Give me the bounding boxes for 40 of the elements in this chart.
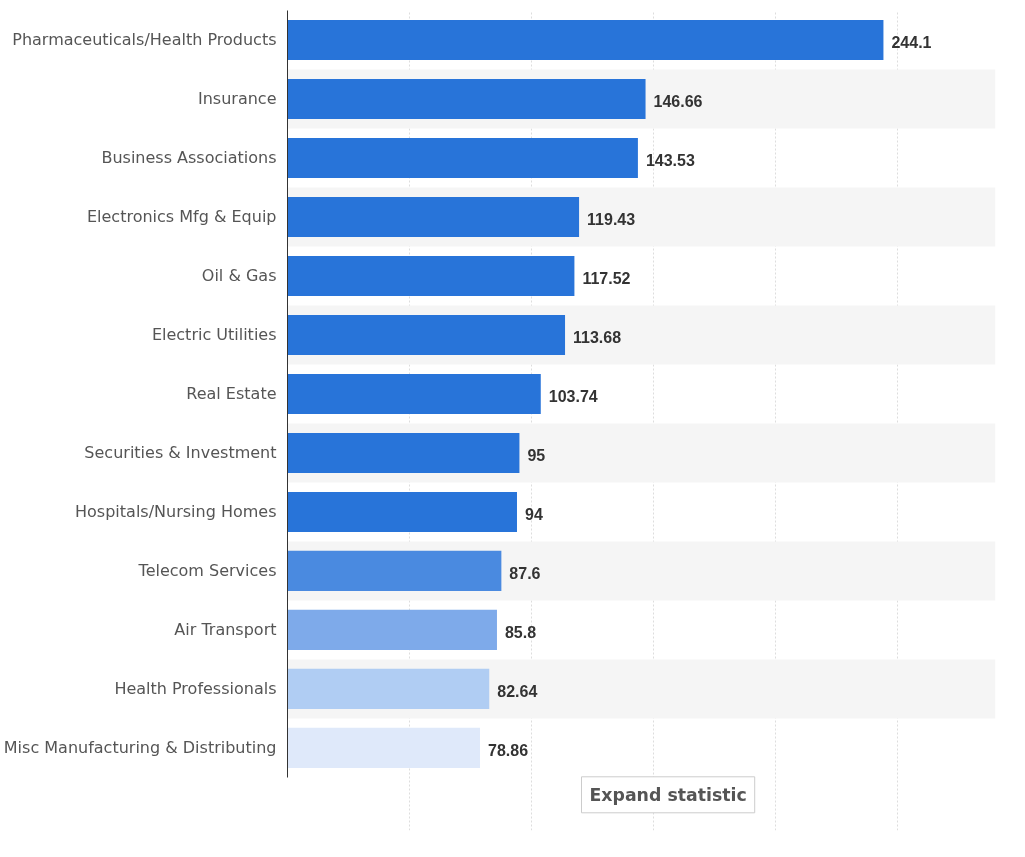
data-label: 94 [524, 505, 543, 523]
bar [287, 491, 517, 532]
data-label: 78.86 [488, 741, 529, 759]
data-label: 85.8 [504, 623, 537, 641]
y-tick-label: Pharmaceuticals/Health Products [12, 30, 277, 50]
data-label: 103.74 [548, 387, 598, 405]
data-label: 82.64 [497, 682, 538, 700]
bar [287, 609, 497, 650]
bar [287, 137, 638, 179]
y-tick-label: Business Associations [101, 148, 277, 168]
y-tick-label: Oil & Gas [201, 266, 277, 286]
bar [287, 196, 580, 238]
y-tick-label: Telecom Services [137, 561, 277, 581]
bar [287, 550, 502, 591]
bar [287, 255, 575, 297]
data-label: 113.68 [573, 328, 622, 346]
bar [287, 668, 490, 709]
bar [287, 314, 566, 356]
y-tick-label: Air Transport [174, 620, 277, 640]
data-label: 117.52 [582, 269, 631, 287]
annotation: Expand statistic [589, 784, 747, 805]
bar [287, 373, 541, 415]
bar [287, 78, 646, 120]
data-label: 119.43 [587, 210, 636, 228]
data-label: 244.1 [891, 34, 932, 51]
bar [287, 19, 884, 61]
data-label: 143.53 [645, 151, 695, 169]
y-tick-label: Real Estate [186, 384, 277, 404]
y-tick-label: Securities & Investment [84, 443, 277, 463]
bar [287, 432, 520, 473]
y-tick-label: Health Professionals [114, 679, 277, 699]
y-tick-label: Misc Manufacturing & Distributing [3, 738, 277, 758]
data-label: 95 [527, 446, 546, 464]
y-tick-label: Electric Utilities [151, 325, 277, 345]
data-label: 87.6 [509, 564, 541, 582]
y-tick-label: Insurance [198, 89, 277, 109]
y-tick-label: Hospitals/Nursing Homes [75, 502, 277, 522]
y-tick-label: Electronics Mfg & Equip [86, 207, 277, 227]
bar [287, 727, 481, 768]
data-label: 146.66 [653, 92, 703, 110]
